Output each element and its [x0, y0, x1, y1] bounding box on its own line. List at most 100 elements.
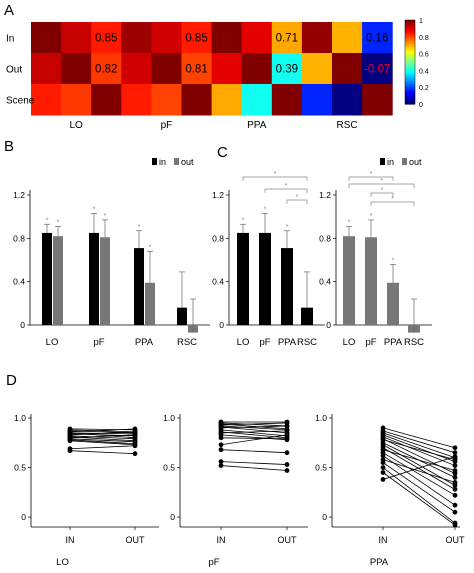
heatmap-cell-label: 0.71 [276, 33, 298, 45]
point-in [67, 448, 73, 454]
subplot-xlabel: pF [208, 557, 219, 568]
point-out [452, 502, 458, 508]
colorbar-segment [405, 45, 415, 48]
y-tick-label: 0 [326, 320, 331, 330]
point-out [284, 450, 290, 456]
panel-label-d: D [6, 372, 17, 389]
significance-star: * [264, 206, 267, 213]
point-out [284, 468, 290, 473]
heatmap-cell [91, 53, 122, 85]
subject-line [382, 472, 456, 526]
colorbar-segment [405, 72, 415, 76]
subject-line [382, 459, 456, 483]
subject-line [220, 422, 288, 426]
legend-swatch-in [152, 158, 157, 165]
y-tick-label: 0 [219, 320, 224, 330]
x-tick-label: RSC [297, 337, 317, 348]
heatmap-cell-label: 0.39 [276, 64, 298, 76]
colorbar-segment [405, 64, 415, 67]
heatmap-column-label: pF [161, 120, 173, 131]
point-out [452, 475, 458, 480]
y-tick-label: 0.5 [315, 463, 327, 473]
significance-bracket [370, 201, 415, 206]
x-tick-label: OUT [126, 535, 146, 545]
heatmap-cell [91, 22, 122, 54]
colorbar-segment [405, 30, 415, 34]
colorbar-tick-label: 0.4 [419, 68, 429, 75]
heatmap-cell [151, 22, 182, 54]
point-out [452, 492, 458, 498]
point-out [452, 445, 458, 451]
y-tick-label: 0.4 [319, 277, 331, 287]
point-out [452, 468, 458, 473]
heatmap-cell [211, 84, 243, 116]
colorbar-segment [405, 57, 415, 61]
bar-out [365, 237, 377, 325]
heatmap-cell [271, 22, 303, 54]
colorbar-frame [404, 19, 416, 105]
point-out [452, 480, 458, 485]
colorbar-segment [405, 70, 415, 74]
subject-line [220, 437, 288, 440]
heatmap-cell [181, 53, 213, 85]
heatmap-cell-label: 0.85 [95, 33, 117, 45]
colorbar-segment [405, 28, 415, 32]
bar-in [177, 307, 187, 325]
y-tick-label: 1.0 [163, 413, 175, 423]
colorbar-segment [405, 59, 415, 63]
subject-line [69, 440, 136, 446]
point-out [284, 436, 290, 442]
point-in [380, 453, 386, 459]
subplot-xlabel: PPA [370, 557, 389, 568]
bar-in [237, 232, 249, 325]
colorbar-segment [405, 47, 415, 50]
legend-swatch-out [174, 158, 179, 165]
heatmap-cells [31, 22, 393, 116]
heatmap-cell-labels: 0.85 0.85 0.71 0.16 0.82 0.81 0.39 -0.07 [95, 33, 390, 76]
colorbar-tick-label: 0.8 [419, 35, 429, 42]
colorbar-segment [405, 43, 415, 46]
heatmap-cell-label: 0.82 [95, 64, 117, 76]
bracket-star: * [274, 171, 277, 178]
heatmap-cell [31, 84, 62, 116]
colorbar: 1 0.8 0.6 0.4 0.2 0 [404, 18, 429, 109]
subject-line [220, 430, 288, 434]
y-tick-label: 0 [20, 320, 25, 330]
heatmap-cell [301, 22, 333, 54]
x-tick-label: PPA [135, 337, 154, 348]
heatmap-cell-label: 0.81 [185, 64, 207, 76]
bar-out [387, 282, 399, 325]
significance-star: * [104, 213, 107, 220]
colorbar-segment [405, 24, 415, 27]
bracket-star: * [285, 183, 288, 190]
point-in [380, 460, 386, 465]
colorbar-tick-label: 0.2 [419, 85, 429, 92]
heatmap-cell [241, 22, 273, 54]
heatmap-column-label: LO [69, 120, 83, 131]
colorbar-segment [405, 74, 415, 78]
subject-line [382, 432, 456, 459]
heatmap-cell [151, 53, 182, 85]
bar-in [281, 248, 293, 325]
subject-line [382, 455, 456, 506]
heatmap-cell [332, 22, 363, 54]
heatmap-row-label: Out [6, 65, 22, 76]
point-in [218, 459, 224, 464]
heatmap-cell [332, 53, 363, 85]
colorbar-segment [405, 95, 415, 99]
colorbar-segment [405, 41, 415, 44]
point-out [132, 443, 138, 449]
significance-star: * [149, 244, 152, 251]
x-tick-label: LO [237, 337, 250, 348]
colorbar-segment [405, 53, 415, 57]
x-tick-label: pF [93, 337, 104, 348]
heatmap-cell [301, 84, 333, 116]
point-out [452, 454, 458, 460]
subject-line [69, 439, 136, 445]
y-tick-label: 1.0 [315, 413, 327, 423]
significance-bracket [264, 188, 308, 193]
subject-line [220, 422, 288, 427]
heatmap-cell [362, 84, 393, 116]
heatmap-row-labels: In Out Scene [6, 34, 35, 107]
legend-label-out: out [181, 157, 194, 167]
